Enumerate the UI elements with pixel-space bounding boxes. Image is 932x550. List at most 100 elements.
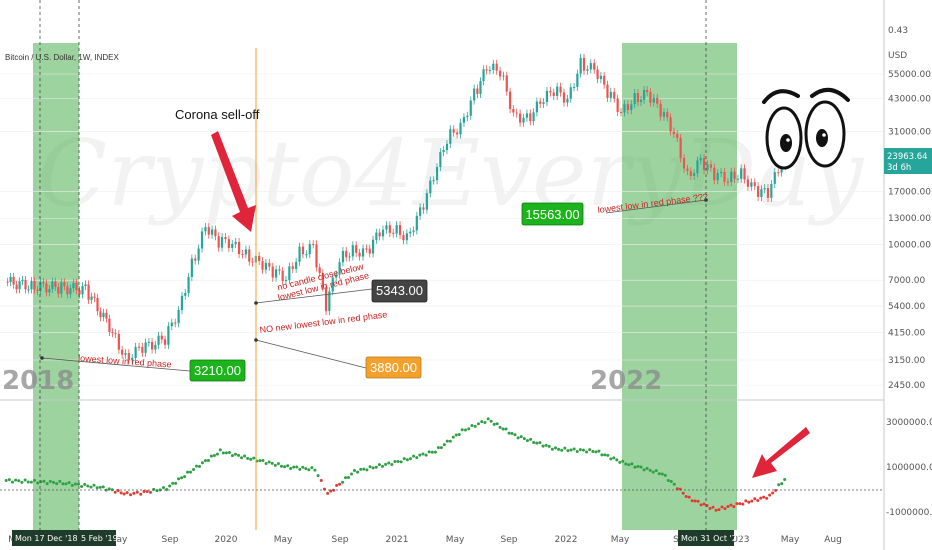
indicator-dot-2: [10, 480, 14, 484]
candle-197: [652, 97, 655, 103]
candle-165: [545, 90, 549, 103]
indicator-dot-36: [116, 489, 120, 493]
indicator-tick-2: -1000000.00: [886, 508, 932, 518]
candle-135: [445, 143, 449, 151]
candle-179: [593, 63, 596, 70]
candle-16: [54, 281, 57, 287]
indicator-dot-243: [750, 499, 754, 503]
indicator-dot-182: [566, 449, 570, 453]
candle-190: [630, 104, 633, 111]
candle-226: [750, 182, 753, 187]
price-box-5343: 5343.00: [376, 283, 423, 298]
indicator-dot-56: [180, 476, 184, 480]
indicator-dot-213: [660, 472, 664, 476]
indicator-dot-99: [310, 466, 314, 470]
indicator-dot-87: [273, 463, 277, 467]
indicator-dot-120: [374, 465, 378, 469]
year-label-2022: 2022: [590, 366, 662, 396]
indicator-dot-10: [36, 481, 40, 485]
candle-189: [626, 104, 629, 111]
indicator-dot-202: [627, 463, 631, 467]
indicator-dot-0: [4, 479, 8, 482]
time-tick-10: May: [611, 535, 630, 545]
indicator-dot-248: [765, 496, 769, 500]
indicator-dot-231: [714, 508, 718, 512]
indicator-dot-186: [578, 448, 582, 452]
indicator-dot-104: [326, 491, 330, 495]
candle-134: [442, 150, 445, 153]
candle-167: [552, 92, 555, 96]
candle-25: [81, 286, 84, 295]
indicator-dot-232: [717, 508, 721, 512]
indicator-dot-68: [215, 452, 219, 456]
candle-157: [519, 113, 522, 123]
candle-213: [706, 164, 709, 170]
indicator-dot-1: [7, 478, 11, 482]
candle-39: [124, 353, 127, 355]
indicator-dot-148: [460, 428, 464, 432]
price-box-15563-bg: [521, 202, 584, 226]
candle-106: [348, 256, 351, 258]
left-pupil: [780, 134, 792, 152]
indicator-dot-160: [498, 425, 502, 429]
indicator-dot-145: [451, 435, 455, 439]
candle-139: [459, 122, 462, 135]
indicator-dot-45: [145, 490, 149, 494]
candle-53: [170, 322, 173, 327]
indicator-dot-208: [645, 466, 649, 470]
indicator-dot-67: [212, 453, 216, 457]
marker-2022-low: [704, 198, 708, 202]
crosshair-label-3: Mon 31 Oct '22: [681, 534, 742, 543]
indicator-dot-141: [439, 446, 443, 450]
candle-212: [702, 158, 706, 170]
indicator-dot-204: [633, 465, 637, 469]
indicator-dot-241: [744, 499, 748, 503]
indicator-dot-55: [177, 477, 181, 481]
indicator-dot-8: [29, 480, 33, 484]
candle-22: [72, 282, 75, 289]
indicator-dot-166: [516, 436, 520, 440]
price-box-15563: 15563.00: [525, 207, 579, 222]
candle-8: [30, 281, 33, 290]
indicator-dot-77: [243, 454, 247, 458]
candle-60: [194, 258, 197, 261]
indicator-dot-90: [283, 465, 287, 469]
candle-154: [508, 91, 512, 110]
indicator-dot-223: [690, 499, 694, 503]
red-phase-highlights: [33, 43, 737, 530]
price-tick-9: 4150.00: [888, 328, 925, 338]
indicator-dot-171: [532, 440, 536, 444]
candle-49: [157, 335, 160, 345]
candle-20: [66, 286, 69, 295]
indicator-dot-138: [430, 450, 434, 454]
indicator-dot-110: [344, 476, 348, 480]
candle-56: [180, 295, 184, 311]
indicator-dot-27: [89, 485, 93, 489]
indicator-dot-109: [341, 480, 345, 484]
time-tick-6: 2021: [386, 535, 409, 545]
indicator-dot-183: [569, 448, 573, 452]
candle-44: [141, 346, 144, 353]
indicator-dot-42: [135, 490, 139, 494]
indicator-dot-199: [618, 460, 622, 464]
indicator-dot-215: [666, 479, 670, 483]
candle-223: [740, 168, 743, 179]
indicator-dot-79: [249, 457, 253, 461]
price-tick-8: 5400.00: [888, 302, 925, 312]
indicator-dot-210: [651, 470, 655, 474]
candle-204: [676, 134, 679, 138]
indicator-dot-177: [550, 447, 554, 451]
candle-129: [425, 193, 428, 210]
candle-81: [264, 262, 268, 270]
price-box-3880: 3880.00: [370, 360, 417, 375]
candle-119: [392, 232, 395, 234]
candle-43: [137, 346, 141, 348]
time-tick-3: 2020: [215, 535, 238, 545]
candle-170: [562, 92, 566, 103]
candle-4: [18, 281, 21, 290]
candle-74: [241, 253, 244, 255]
indicator-dot-75: [237, 453, 241, 457]
indicator-dot-20: [67, 481, 71, 485]
indicator-dot-153: [476, 422, 480, 426]
candle-120: [395, 225, 398, 234]
